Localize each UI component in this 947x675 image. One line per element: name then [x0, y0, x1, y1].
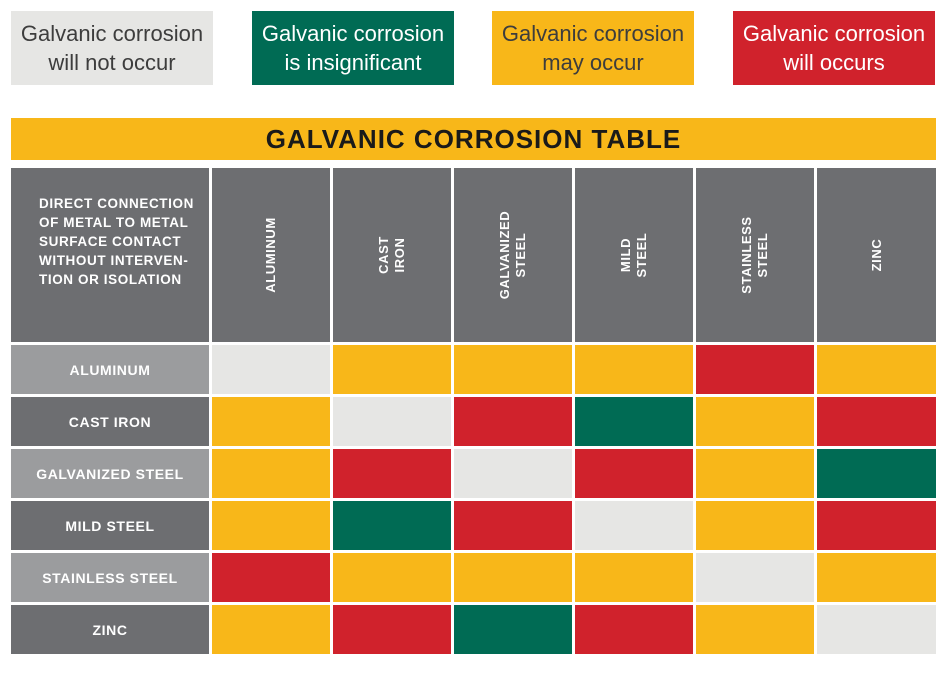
table-cell	[454, 553, 572, 602]
table-cell	[333, 501, 451, 550]
table-cell	[333, 397, 451, 446]
column-label: ZINC	[868, 238, 884, 272]
table-cell	[333, 449, 451, 498]
table-cell	[212, 345, 330, 394]
table-cell	[212, 501, 330, 550]
table-cell	[333, 605, 451, 654]
row-header: GALVANIZED STEEL	[11, 449, 209, 498]
table-cell	[575, 345, 693, 394]
column-label: ALUMINUM	[263, 217, 278, 293]
corner-header: DIRECT CONNECTION OF METAL TO METAL SURF…	[11, 168, 209, 342]
row-header: CAST IRON	[11, 397, 209, 446]
table-cell	[575, 449, 693, 498]
column-label: CAST IRON	[376, 236, 407, 274]
column-header: GALVANIZED STEEL	[454, 168, 572, 342]
row-header: ALUMINUM	[11, 345, 209, 394]
table-cell	[817, 449, 936, 498]
legend-item: Galvanic corrosion will not occur	[11, 11, 213, 85]
table-cell	[696, 553, 814, 602]
table-cell	[817, 501, 936, 550]
row-header: STAINLESS STEEL	[11, 553, 209, 602]
table-cell	[696, 501, 814, 550]
table-cell	[454, 605, 572, 654]
table-cell	[696, 397, 814, 446]
column-header: CAST IRON	[333, 168, 451, 342]
column-label: MILD STEEL	[618, 232, 649, 278]
table-cell	[696, 345, 814, 394]
table-cell	[212, 449, 330, 498]
table-cell	[575, 553, 693, 602]
column-header: STAINLESS STEEL	[696, 168, 814, 342]
row-header: ZINC	[11, 605, 209, 654]
table-cell	[212, 605, 330, 654]
legend-label: Galvanic corrosion may occur	[501, 21, 685, 75]
table-cell	[454, 449, 572, 498]
table-cell	[817, 605, 936, 654]
column-header: ALUMINUM	[212, 168, 330, 342]
legend-item: Galvanic corrosion will occurs	[733, 11, 935, 85]
table-cell	[454, 397, 572, 446]
legend-item: Galvanic corrosion may occur	[492, 11, 694, 85]
column-header: MILD STEEL	[575, 168, 693, 342]
table-cell	[454, 345, 572, 394]
table-cell	[575, 605, 693, 654]
table-cell	[212, 553, 330, 602]
table-cell	[333, 345, 451, 394]
column-header: ZINC	[817, 168, 936, 342]
table-cell	[817, 345, 936, 394]
corrosion-table: DIRECT CONNECTION OF METAL TO METAL SURF…	[11, 168, 936, 656]
table-cell	[212, 397, 330, 446]
table-cell	[454, 501, 572, 550]
table-cell	[696, 449, 814, 498]
legend-item: Galvanic corrosion is insignificant	[252, 11, 454, 85]
column-label: GALVANIZED STEEL	[497, 210, 528, 300]
table-cell	[333, 553, 451, 602]
table-cell	[817, 397, 936, 446]
chart-title: GALVANIC CORROSION TABLE	[11, 118, 936, 160]
table-cell	[696, 605, 814, 654]
table-cell	[817, 553, 936, 602]
table-cell	[575, 397, 693, 446]
column-label: STAINLESS STEEL	[739, 216, 770, 294]
legend-label: Galvanic corrosion is insignificant	[261, 21, 445, 75]
row-header: MILD STEEL	[11, 501, 209, 550]
table-cell	[575, 501, 693, 550]
legend-label: Galvanic corrosion will not occur	[20, 21, 204, 75]
legend-label: Galvanic corrosion will occurs	[742, 21, 926, 75]
